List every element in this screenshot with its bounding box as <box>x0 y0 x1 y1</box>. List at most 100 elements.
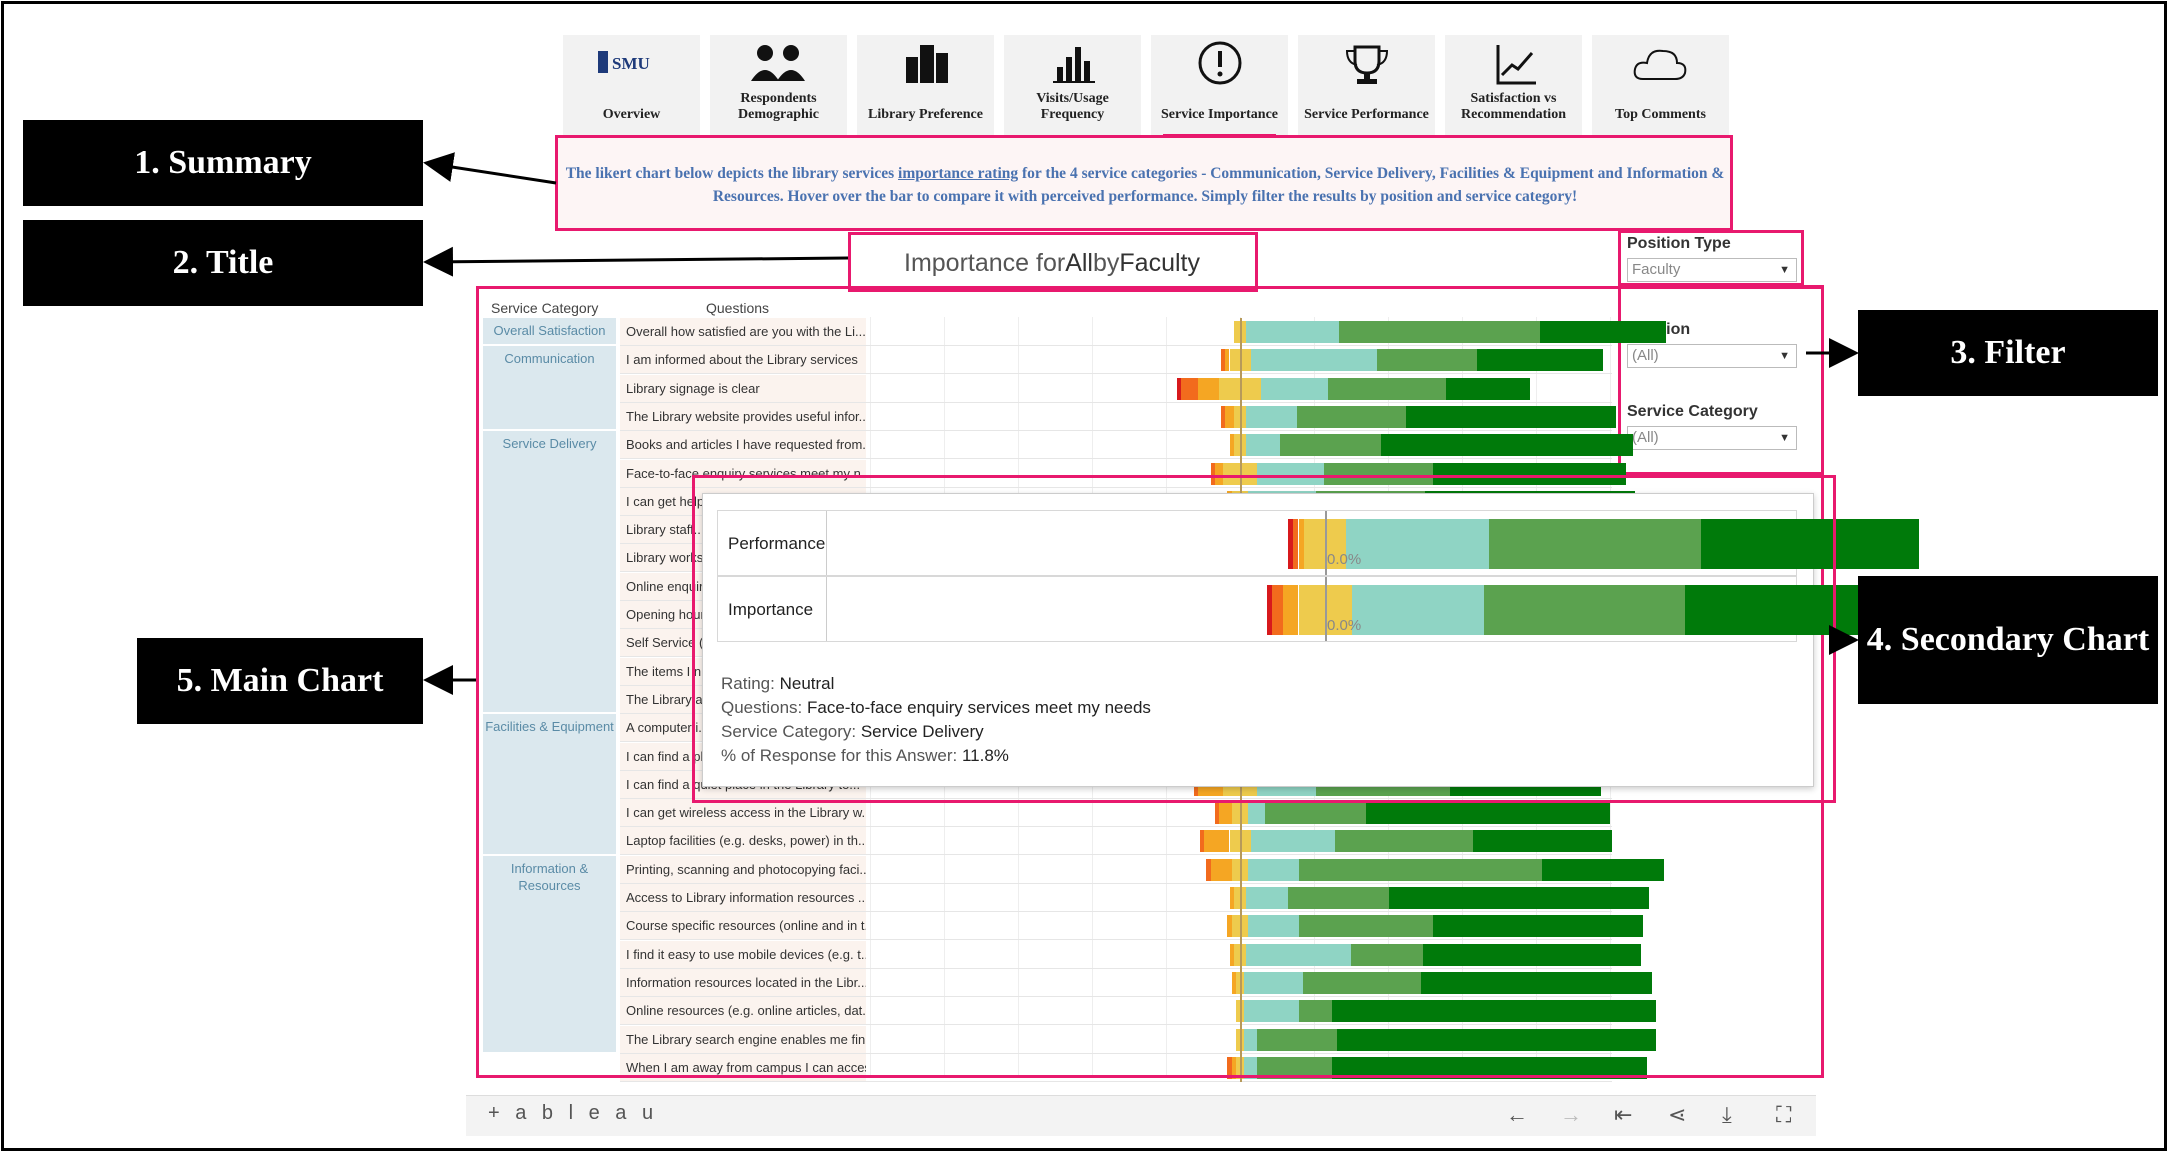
likert-bar-segment[interactable] <box>1366 802 1610 825</box>
likert-bar-segment[interactable] <box>1233 887 1247 909</box>
likert-bar-segment[interactable] <box>1227 1056 1232 1079</box>
likert-bar-segment[interactable] <box>1248 802 1266 825</box>
likert-bar-segment[interactable] <box>1420 971 1652 994</box>
tab-overview[interactable]: SMU Overview <box>563 35 700 135</box>
position-select[interactable]: (All) ▼ <box>1627 344 1797 368</box>
likert-bar-segment[interactable] <box>1246 887 1289 909</box>
likert-bar-segment[interactable] <box>1246 943 1352 966</box>
likert-bar-segment[interactable] <box>1244 1056 1257 1079</box>
likert-bar-segment[interactable] <box>1422 943 1642 966</box>
likert-bar-segment[interactable] <box>1244 1000 1299 1023</box>
likert-bar-segment[interactable] <box>1231 802 1249 825</box>
likert-bar-segment[interactable] <box>1540 321 1667 343</box>
likert-bar-segment[interactable] <box>1303 971 1421 994</box>
tab-respondents-demographic[interactable]: Respondents Demographic <box>710 35 847 135</box>
likert-bar-segment[interactable] <box>1225 405 1234 428</box>
likert-bar-segment[interactable] <box>1256 1056 1333 1079</box>
likert-bar-segment[interactable] <box>1250 830 1335 853</box>
tab-satisfaction-vs-recommendation[interactable]: Satisfaction vs Recommendation <box>1445 35 1582 135</box>
likert-bar-segment[interactable] <box>1248 915 1299 938</box>
likert-bar-segment[interactable] <box>1227 915 1232 938</box>
likert-bar-segment[interactable] <box>1229 887 1234 909</box>
likert-bar-segment[interactable] <box>1351 943 1423 966</box>
likert-bar-segment[interactable] <box>1376 349 1478 372</box>
likert-bar-segment[interactable] <box>1177 377 1182 400</box>
likert-bar-segment[interactable] <box>1477 349 1604 372</box>
likert-bar-segment[interactable] <box>1198 377 1219 400</box>
likert-bar-segment[interactable] <box>1256 462 1324 485</box>
likert-bar-segment[interactable] <box>1244 971 1303 994</box>
likert-bar-segment[interactable] <box>1246 434 1280 457</box>
service-category-select[interactable]: (All) ▼ <box>1627 426 1797 450</box>
likert-bar-segment[interactable] <box>1229 434 1234 457</box>
tab-service-importance[interactable]: Service Importance <box>1151 35 1288 139</box>
redo-icon[interactable]: → <box>1560 1102 1582 1127</box>
likert-bar-segment[interactable] <box>1389 887 1650 909</box>
likert-bar-segment[interactable] <box>1336 1028 1656 1051</box>
undo-icon[interactable]: ← <box>1506 1102 1528 1127</box>
likert-bar-segment[interactable] <box>1473 830 1612 853</box>
likert-bar-segment[interactable] <box>1206 858 1211 881</box>
likert-bar-segment[interactable] <box>1235 1056 1245 1079</box>
likert-bar-segment[interactable] <box>1233 943 1247 966</box>
likert-bar-segment[interactable] <box>1233 321 1247 343</box>
likert-bar-segment[interactable] <box>1233 434 1247 457</box>
likert-bar-segment[interactable] <box>1288 887 1390 909</box>
likert-bar-segment[interactable] <box>1200 830 1205 853</box>
likert-bar-segment[interactable] <box>1210 858 1232 881</box>
likert-bar-segment[interactable] <box>1231 858 1249 881</box>
likert-bar-segment[interactable] <box>1298 915 1434 938</box>
share-icon[interactable]: ⋖ <box>1668 1102 1687 1127</box>
likert-bar-segment[interactable] <box>1296 405 1406 428</box>
likert-bar-segment[interactable] <box>1214 462 1224 485</box>
likert-bar-segment[interactable] <box>1433 462 1627 485</box>
tab-library-preference[interactable]: Library Preference <box>857 35 994 135</box>
fullscreen-icon[interactable]: ⛶ <box>1776 1102 1792 1127</box>
likert-bar-segment[interactable] <box>1542 858 1665 881</box>
likert-bar-segment[interactable] <box>1231 971 1236 994</box>
likert-bar-segment[interactable] <box>1279 434 1381 457</box>
likert-bar-segment[interactable] <box>1204 830 1230 853</box>
likert-bar-segment[interactable] <box>1225 349 1230 372</box>
likert-bar-segment[interactable] <box>1219 802 1232 825</box>
likert-bar-segment[interactable] <box>1221 405 1226 428</box>
likert-bar-segment[interactable] <box>1244 1028 1257 1051</box>
revert-icon[interactable]: ⇤ <box>1614 1102 1633 1127</box>
likert-bar-segment[interactable] <box>1235 1000 1245 1023</box>
likert-bar-segment[interactable] <box>1235 971 1245 994</box>
tab-visits-usage-frequency[interactable]: Visits/Usage Frequency <box>1004 35 1141 135</box>
likert-bar-segment[interactable] <box>1433 915 1644 938</box>
likert-bar-segment[interactable] <box>1214 802 1219 825</box>
likert-bar-segment[interactable] <box>1181 377 1198 400</box>
likert-bar-segment[interactable] <box>1233 405 1247 428</box>
likert-bar-segment[interactable] <box>1445 377 1530 400</box>
position-type-select[interactable]: Faculty ▼ <box>1627 258 1797 282</box>
likert-bar-segment[interactable] <box>1332 1056 1648 1079</box>
likert-bar-segment[interactable] <box>1328 377 1446 400</box>
tab-service-performance[interactable]: Service Performance <box>1298 35 1435 135</box>
likert-bar-segment[interactable] <box>1265 802 1366 825</box>
likert-bar-segment[interactable] <box>1231 1056 1236 1079</box>
likert-bar-segment[interactable] <box>1246 321 1339 343</box>
likert-bar-segment[interactable] <box>1261 377 1329 400</box>
likert-bar-segment[interactable] <box>1298 1000 1333 1023</box>
likert-bar-segment[interactable] <box>1250 349 1377 372</box>
likert-bar-segment[interactable] <box>1332 1000 1656 1023</box>
likert-bar-segment[interactable] <box>1405 405 1616 428</box>
likert-bar-segment[interactable] <box>1256 1028 1337 1051</box>
likert-bar-segment[interactable] <box>1246 405 1297 428</box>
likert-bar-segment[interactable] <box>1221 349 1226 372</box>
likert-bar-segment[interactable] <box>1235 1028 1245 1051</box>
likert-bar-segment[interactable] <box>1248 858 1299 881</box>
likert-bar-segment[interactable] <box>1231 915 1249 938</box>
likert-bar-segment[interactable] <box>1210 462 1215 485</box>
likert-bar-segment[interactable] <box>1380 434 1633 457</box>
likert-bar-segment[interactable] <box>1223 462 1257 485</box>
download-icon[interactable]: ⤓ <box>1722 1102 1732 1127</box>
likert-bar-segment[interactable] <box>1229 943 1234 966</box>
likert-bar-segment[interactable] <box>1324 462 1434 485</box>
likert-bar-segment[interactable] <box>1338 321 1541 343</box>
tab-top-comments[interactable]: Top Comments <box>1592 35 1729 135</box>
likert-bar-segment[interactable] <box>1334 830 1474 853</box>
likert-bar-segment[interactable] <box>1298 858 1543 881</box>
